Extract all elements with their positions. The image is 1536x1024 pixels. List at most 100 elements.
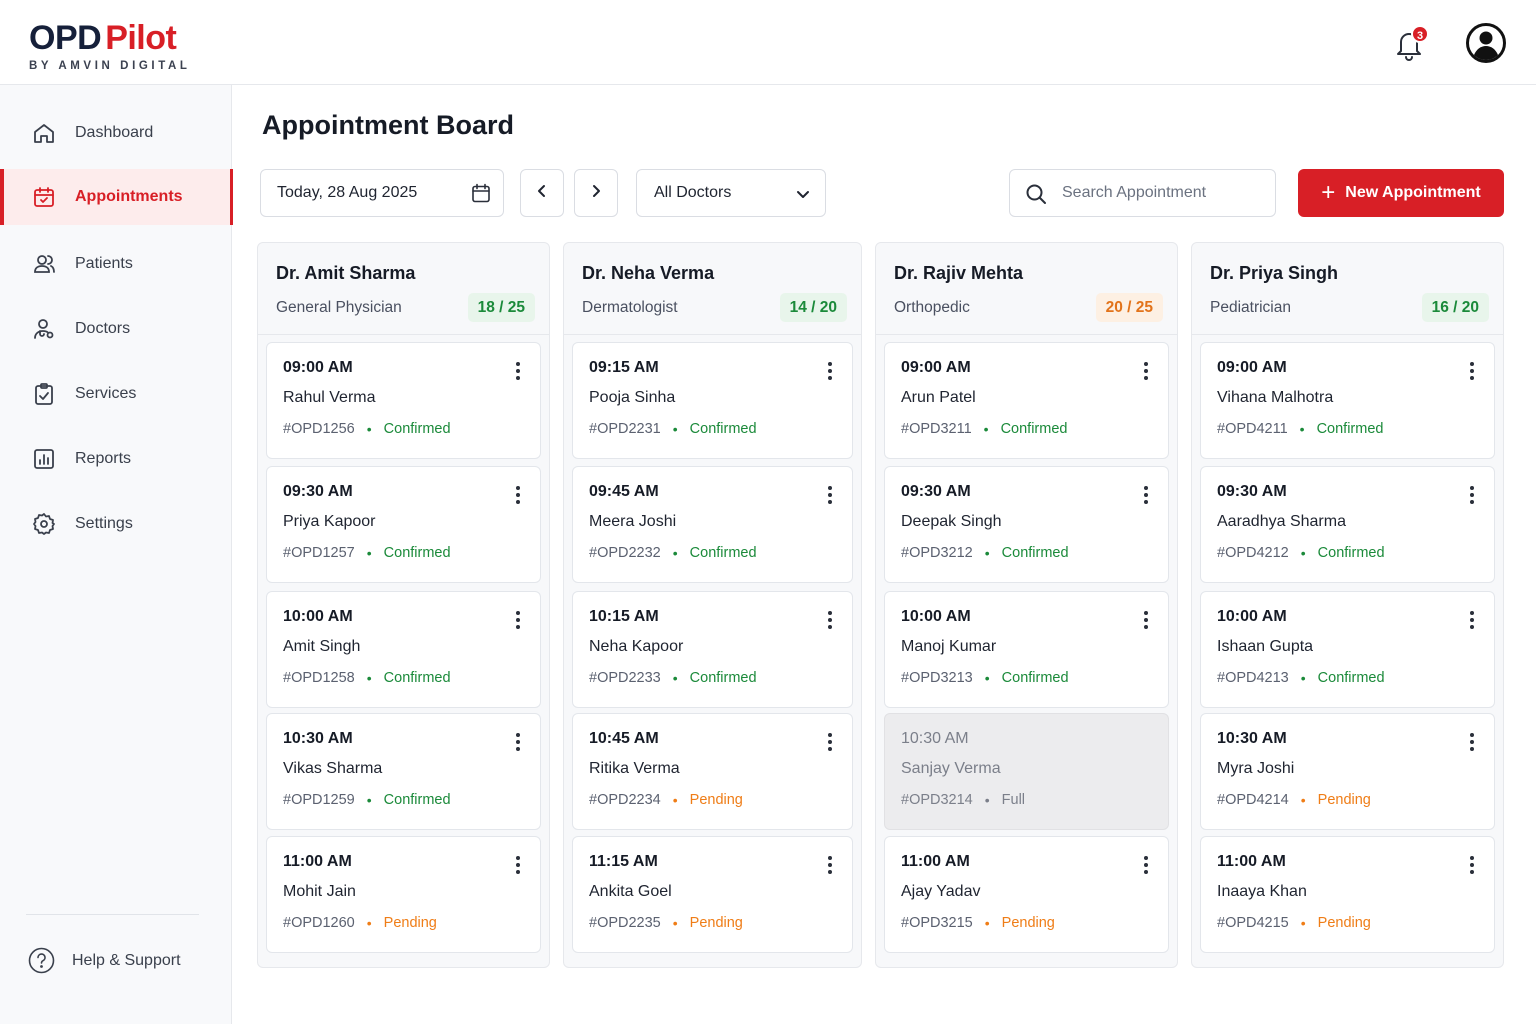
patient-name: Mohit Jain — [283, 883, 356, 900]
home-icon — [32, 121, 56, 145]
appointment-time: 11:00 AM — [283, 853, 352, 870]
status-dot: • — [984, 670, 990, 686]
sidebar-item-patients[interactable]: Patients — [0, 236, 232, 292]
more-options-icon[interactable] — [822, 855, 838, 875]
more-options-icon[interactable] — [1138, 610, 1154, 630]
appointment-card[interactable]: 09:30 AM Priya Kapoor #OPD1257 • Confirmed — [266, 466, 541, 583]
status-dot: • — [366, 915, 372, 931]
more-options-icon[interactable] — [822, 485, 838, 505]
previous-day-button[interactable] — [520, 169, 564, 217]
sidebar-item-services[interactable]: Services — [0, 366, 232, 422]
help-support-link[interactable]: Help & Support — [28, 947, 181, 974]
appointment-card[interactable]: 11:00 AM Mohit Jain #OPD1260 • Pending — [266, 836, 541, 953]
status-dot: • — [1299, 421, 1305, 437]
more-options-icon[interactable] — [1464, 485, 1480, 505]
calendar-icon[interactable] — [471, 183, 491, 203]
more-options-icon[interactable] — [822, 361, 838, 381]
more-options-icon[interactable] — [1138, 855, 1154, 875]
user-avatar-icon[interactable] — [1466, 23, 1506, 63]
appointment-card[interactable]: 11:00 AM Ajay Yadav #OPD3215 • Pending — [884, 836, 1169, 953]
more-options-icon[interactable] — [510, 855, 526, 875]
calendar-check-icon — [32, 185, 56, 209]
status-label: Pending — [383, 915, 437, 931]
patient-name: Ritika Verma — [589, 760, 680, 777]
help-support-label: Help & Support — [72, 951, 181, 969]
status-label: Confirmed — [1317, 545, 1385, 561]
appointment-card[interactable]: 09:00 AM Arun Patel #OPD3211 • Confirmed — [884, 342, 1169, 459]
more-options-icon[interactable] — [510, 610, 526, 630]
status-dot: • — [672, 421, 678, 437]
sidebar-item-label: Settings — [75, 515, 133, 532]
status-label: Confirmed — [1001, 670, 1069, 686]
more-options-icon[interactable] — [822, 610, 838, 630]
appointment-time: 09:30 AM — [1217, 483, 1287, 500]
appointment-card-full[interactable]: 10:30 AM Sanjay Verma #OPD3214 • Full — [884, 713, 1169, 830]
appointment-time: 10:30 AM — [283, 730, 353, 747]
appointment-card[interactable]: 10:00 AM Ishaan Gupta #OPD4213 • Confirmed — [1200, 591, 1495, 708]
sidebar-item-settings[interactable]: Settings — [0, 496, 232, 552]
status-label: Full — [1001, 792, 1026, 808]
appointment-card[interactable]: 11:15 AM Ankita Goel #OPD2235 • Pending — [572, 836, 853, 953]
appointment-meta: #OPD2232 • Confirmed — [589, 545, 757, 561]
sidebar-item-dashboard[interactable]: Dashboard — [0, 105, 232, 161]
status-dot: • — [1300, 670, 1306, 686]
appointment-id: #OPD4211 — [1217, 421, 1288, 437]
more-options-icon[interactable] — [510, 361, 526, 381]
more-options-icon[interactable] — [510, 485, 526, 505]
appointment-card[interactable]: 09:45 AM Meera Joshi #OPD2232 • Confirmed — [572, 466, 853, 583]
appointment-card[interactable]: 10:00 AM Amit Singh #OPD1258 • Confirmed — [266, 591, 541, 708]
more-options-icon[interactable] — [1464, 855, 1480, 875]
patient-name: Pooja Sinha — [589, 389, 676, 406]
appointment-id: #OPD4212 — [1217, 545, 1289, 561]
appointment-id: #OPD1256 — [283, 421, 355, 437]
appointment-id: #OPD1258 — [283, 670, 355, 686]
appointment-time: 09:30 AM — [901, 483, 971, 500]
brand-logo[interactable]: OPD Pilot BY AMVIN DIGITAL — [29, 20, 191, 72]
clipboard-icon — [32, 382, 56, 406]
appointment-card[interactable]: 09:30 AM Deepak Singh #OPD3212 • Confirmed — [884, 466, 1169, 583]
appointment-card[interactable]: 09:00 AM Rahul Verma #OPD1256 • Confirmed — [266, 342, 541, 459]
new-appointment-button[interactable]: + New Appointment — [1298, 169, 1504, 217]
search-box — [1009, 169, 1276, 217]
more-options-icon[interactable] — [822, 732, 838, 752]
appointment-card[interactable]: 10:00 AM Manoj Kumar #OPD3213 • Confirmed — [884, 591, 1169, 708]
appointment-meta: #OPD1260 • Pending — [283, 915, 437, 931]
status-dot: • — [983, 421, 989, 437]
appointment-card[interactable]: 09:30 AM Aaradhya Sharma #OPD4212 • Confir… — [1200, 466, 1495, 583]
more-options-icon[interactable] — [1464, 610, 1480, 630]
sidebar-item-doctors[interactable]: Doctors — [0, 301, 232, 357]
patient-name: Ishaan Gupta — [1217, 638, 1314, 655]
status-dot: • — [1300, 792, 1306, 808]
appointment-card[interactable]: 10:30 AM Myra Joshi #OPD4214 • Pending — [1200, 713, 1495, 830]
sidebar-item-appointments[interactable]: Appointments — [0, 169, 233, 225]
more-options-icon[interactable] — [1464, 361, 1480, 381]
appointment-time: 10:00 AM — [283, 608, 353, 625]
appointment-card[interactable]: 10:30 AM Vikas Sharma #OPD1259 • Confirmed — [266, 713, 541, 830]
appointment-card[interactable]: 11:00 AM Inaaya Khan #OPD4215 • Pending — [1200, 836, 1495, 953]
patient-name: Manoj Kumar — [901, 638, 997, 655]
appointment-id: #OPD2231 — [589, 421, 661, 437]
more-options-icon[interactable] — [510, 732, 526, 752]
appointment-id: #OPD2232 — [589, 545, 661, 561]
sidebar-item-reports[interactable]: Reports — [0, 431, 232, 487]
status-label: Confirmed — [689, 421, 757, 437]
date-picker[interactable]: Today, 28 Aug 2025 — [260, 169, 504, 217]
appointment-time: 09:00 AM — [1217, 359, 1287, 376]
date-value: Today, 28 Aug 2025 — [277, 184, 418, 201]
more-options-icon[interactable] — [1464, 732, 1480, 752]
appointment-card[interactable]: 09:15 AM Pooja Sinha #OPD2231 • Confirmed — [572, 342, 853, 459]
patient-name: Amit Singh — [283, 638, 361, 655]
next-day-button[interactable] — [574, 169, 618, 217]
appointment-card[interactable]: 09:00 AM Vihana Malhotra #OPD4211 • Confir… — [1200, 342, 1495, 459]
more-options-icon[interactable] — [1138, 485, 1154, 505]
appointment-card[interactable]: 10:15 AM Neha Kapoor #OPD2233 • Confirmed — [572, 591, 853, 708]
sidebar-item-label: Appointments — [75, 188, 183, 205]
search-input[interactable] — [1062, 184, 1262, 202]
status-dot: • — [672, 545, 678, 561]
doctor-column: Dr. Priya Singh Pediatrician 16 / 20 09:… — [1191, 242, 1504, 968]
appointment-time: 09:30 AM — [283, 483, 353, 500]
appointment-card[interactable]: 10:45 AM Ritika Verma #OPD2234 • Pending — [572, 713, 853, 830]
more-options-icon[interactable] — [1138, 361, 1154, 381]
doctor-filter-select[interactable]: All Doctors — [636, 169, 826, 217]
appointment-time: 10:30 AM — [1217, 730, 1287, 747]
